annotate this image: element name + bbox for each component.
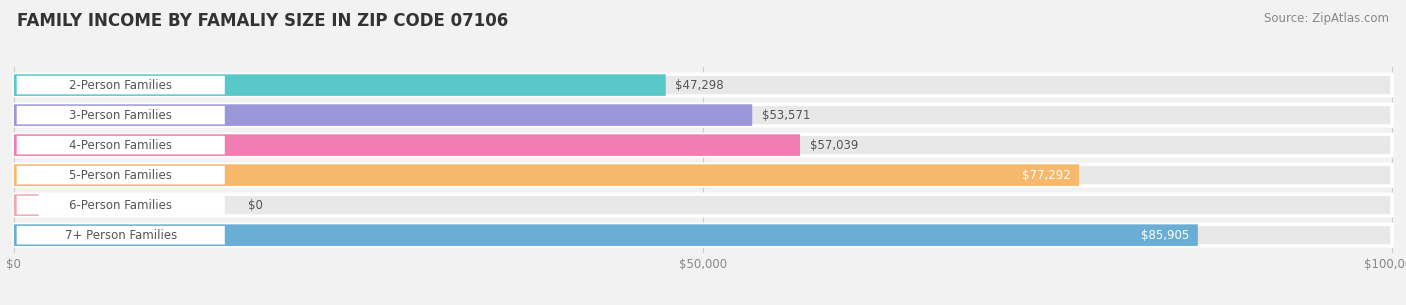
FancyBboxPatch shape [14,194,39,216]
Text: $47,298: $47,298 [675,79,724,92]
Text: 5-Person Families: 5-Person Families [69,169,172,182]
Text: Source: ZipAtlas.com: Source: ZipAtlas.com [1264,12,1389,25]
FancyBboxPatch shape [14,224,1198,246]
FancyBboxPatch shape [17,106,225,124]
Text: $57,039: $57,039 [810,138,858,152]
FancyBboxPatch shape [14,104,752,126]
FancyBboxPatch shape [17,76,225,94]
FancyBboxPatch shape [14,134,1392,156]
FancyBboxPatch shape [14,194,1392,216]
FancyBboxPatch shape [17,196,225,214]
FancyBboxPatch shape [14,164,1080,186]
Text: FAMILY INCOME BY FAMALIY SIZE IN ZIP CODE 07106: FAMILY INCOME BY FAMALIY SIZE IN ZIP COD… [17,12,508,30]
Text: 3-Person Families: 3-Person Families [69,109,172,122]
Text: $0: $0 [249,199,263,212]
FancyBboxPatch shape [17,166,225,185]
Text: 4-Person Families: 4-Person Families [69,138,172,152]
FancyBboxPatch shape [17,226,225,244]
FancyBboxPatch shape [14,134,800,156]
FancyBboxPatch shape [14,74,1392,96]
Text: $53,571: $53,571 [762,109,810,122]
FancyBboxPatch shape [14,104,1392,126]
FancyBboxPatch shape [14,164,1392,186]
FancyBboxPatch shape [17,136,225,154]
FancyBboxPatch shape [14,74,666,96]
FancyBboxPatch shape [14,224,1392,246]
Text: 6-Person Families: 6-Person Families [69,199,172,212]
Text: $85,905: $85,905 [1142,229,1189,242]
Text: 2-Person Families: 2-Person Families [69,79,172,92]
Text: 7+ Person Families: 7+ Person Families [65,229,177,242]
Text: $77,292: $77,292 [1022,169,1071,182]
